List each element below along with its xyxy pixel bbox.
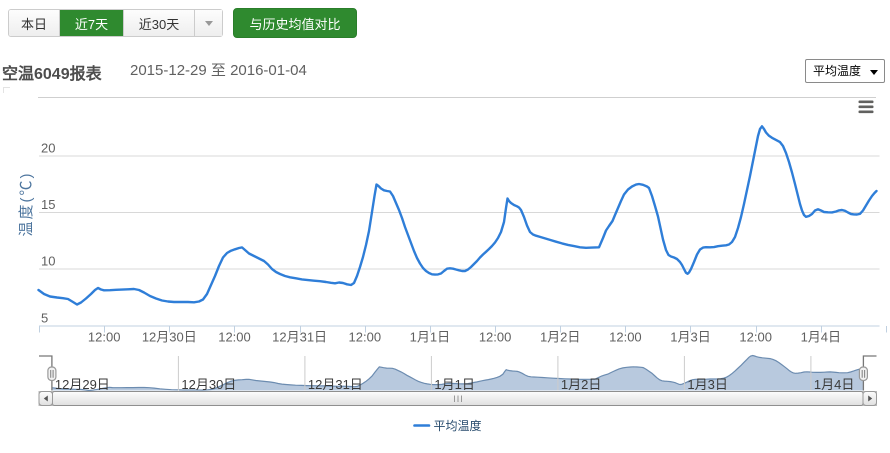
svg-text:1月3日: 1月3日: [687, 377, 727, 392]
svg-text:12:00: 12:00: [88, 330, 121, 345]
svg-text:12月30日: 12月30日: [142, 330, 197, 345]
svg-text:1月4日: 1月4日: [801, 330, 841, 345]
svg-text:15: 15: [41, 197, 55, 212]
svg-text:12:00: 12:00: [218, 330, 251, 345]
svg-text:12:00: 12:00: [739, 330, 772, 345]
svg-text:20: 20: [41, 141, 55, 156]
svg-text:12月30日: 12月30日: [181, 377, 236, 392]
svg-text:平均温度: 平均温度: [434, 418, 482, 433]
svg-text:1月2日: 1月2日: [540, 330, 580, 345]
svg-text:12:00: 12:00: [479, 330, 512, 345]
svg-text:12:00: 12:00: [349, 330, 382, 345]
svg-text:1月2日: 1月2日: [561, 377, 601, 392]
svg-text:12:00: 12:00: [609, 330, 642, 345]
svg-text:10: 10: [41, 254, 55, 269]
svg-text:12月31日: 12月31日: [308, 377, 363, 392]
svg-text:温度(℃): 温度(℃): [18, 172, 35, 237]
svg-text:12月31日: 12月31日: [272, 330, 327, 345]
svg-text:1月3日: 1月3日: [670, 330, 710, 345]
svg-text:1月1日: 1月1日: [410, 330, 450, 345]
svg-text:1月4日: 1月4日: [814, 377, 854, 392]
svg-text:12月29日: 12月29日: [55, 377, 110, 392]
svg-text:5: 5: [41, 311, 48, 326]
svg-text:1月1日: 1月1日: [434, 377, 474, 392]
